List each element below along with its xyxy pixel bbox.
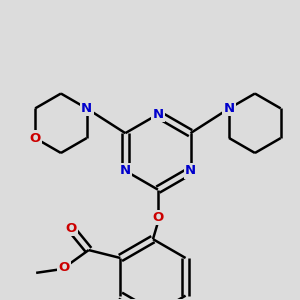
Text: O: O [152, 211, 164, 224]
Text: N: N [120, 164, 131, 177]
Text: N: N [185, 164, 196, 177]
Text: O: O [58, 261, 70, 274]
Text: N: N [224, 102, 235, 115]
Text: N: N [152, 108, 164, 121]
Text: N: N [81, 102, 92, 115]
Text: O: O [30, 132, 41, 145]
Text: O: O [65, 222, 76, 235]
